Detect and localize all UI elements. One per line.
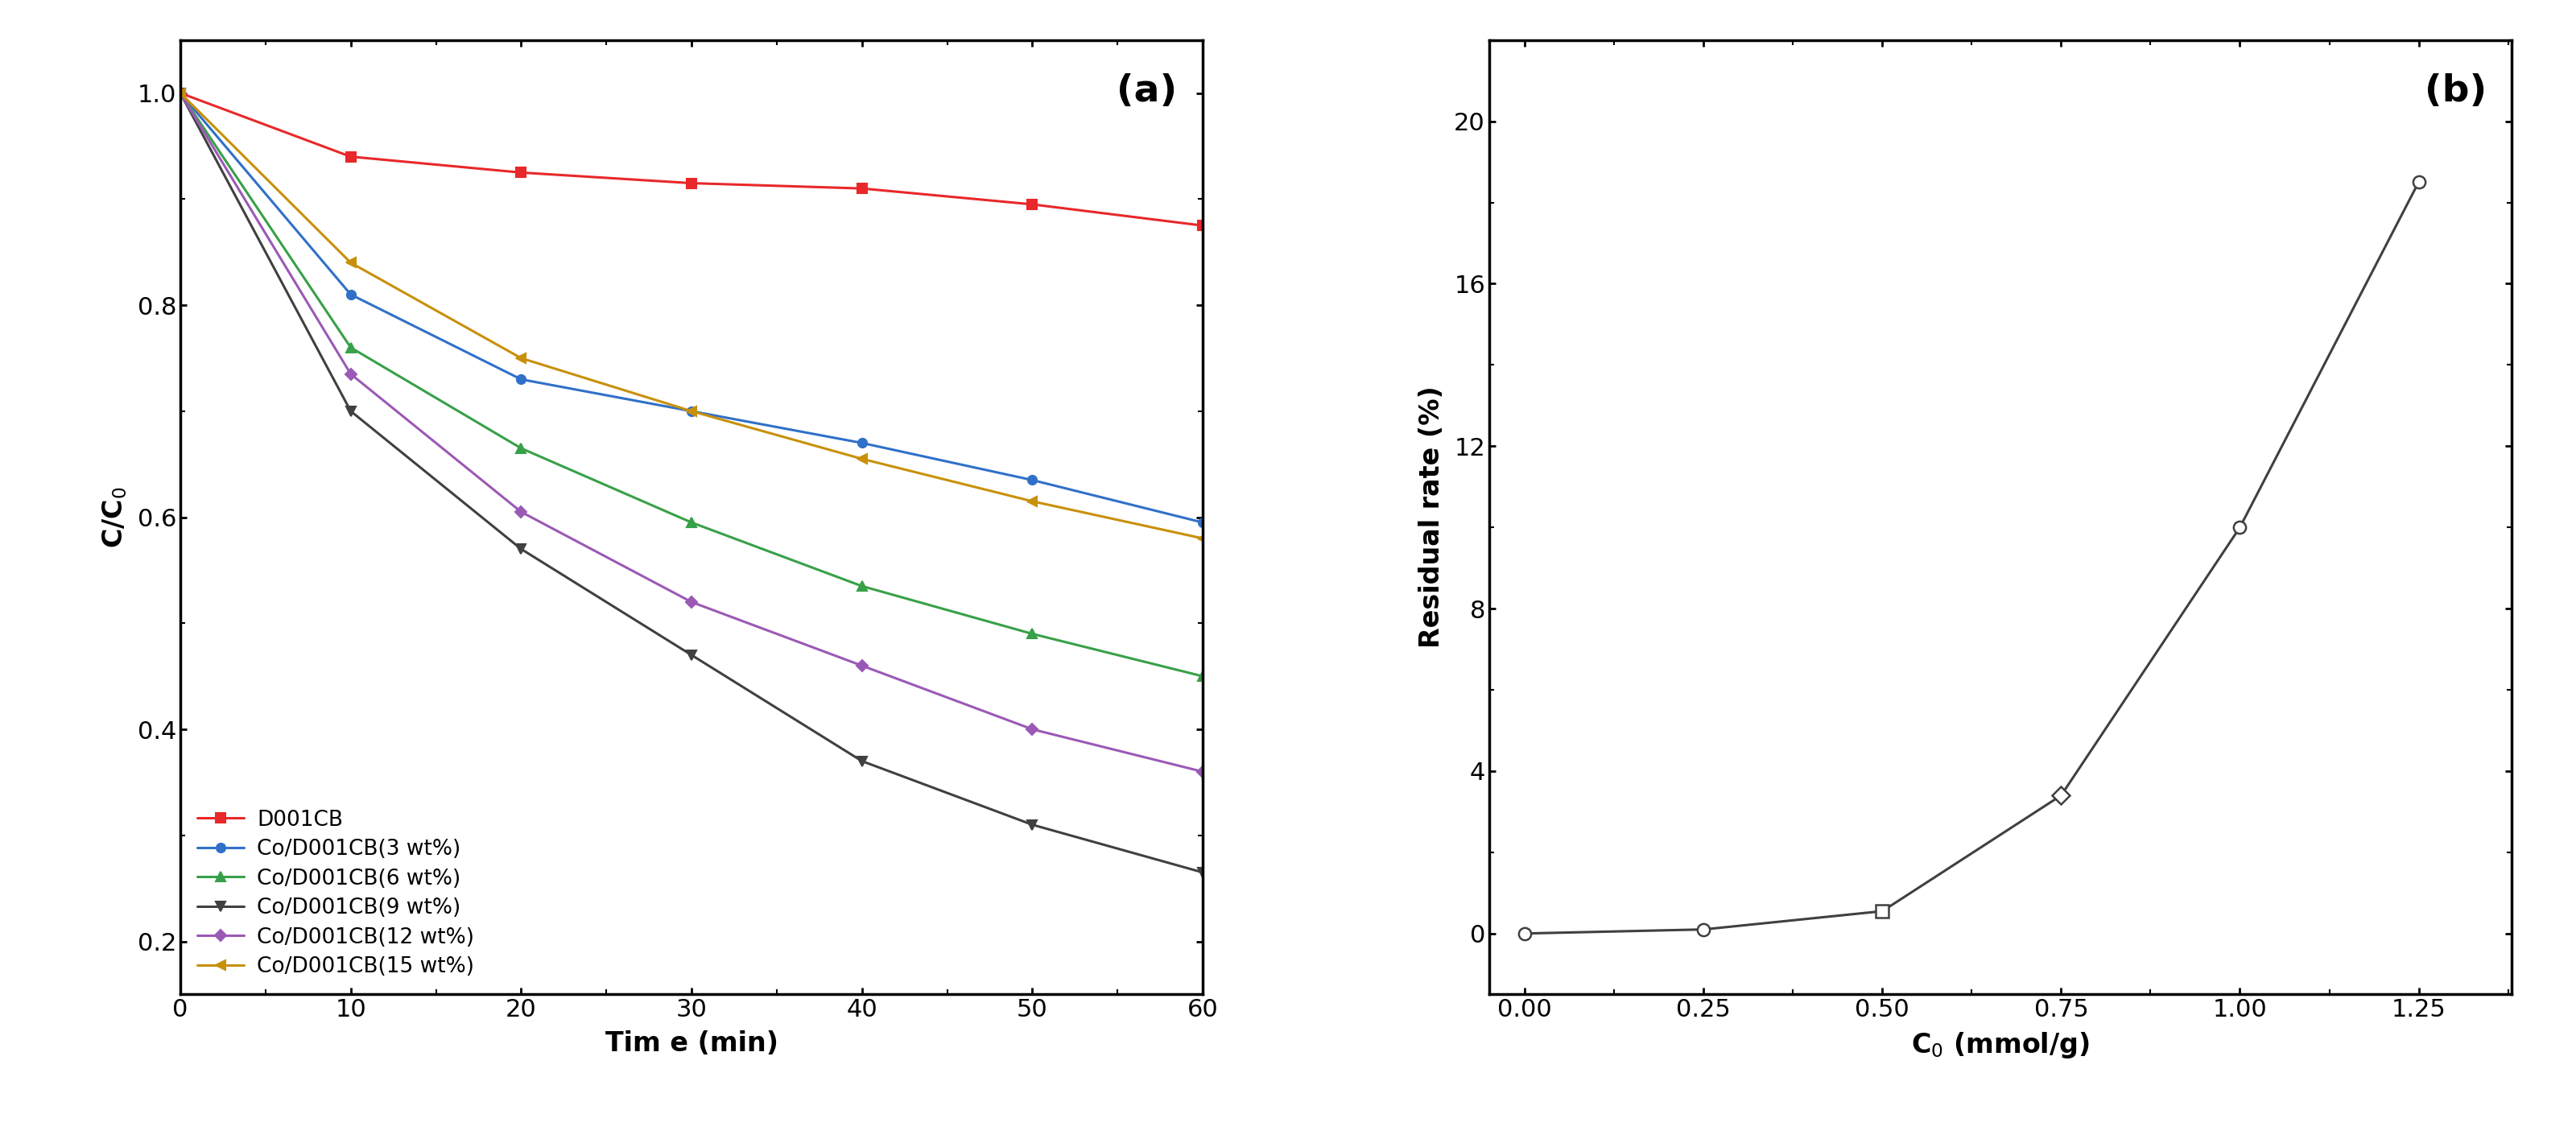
Co/D001CB(9 wt%) — [335, 405, 366, 418]
X-axis label: Tim e (min): Tim e (min) — [605, 1031, 778, 1057]
Co/D001CB(6 wt%) — [1188, 670, 1218, 684]
Co/D001CB(3 wt%) — [1188, 515, 1218, 529]
Co/D001CB(3 wt%) — [675, 405, 706, 418]
D001CB — [1188, 218, 1218, 232]
Line: Co/D001CB(15 wt%): Co/D001CB(15 wt%) — [175, 88, 1208, 543]
Co/D001CB(6 wt%) — [848, 580, 878, 593]
Line: Co/D001CB(12 wt%): Co/D001CB(12 wt%) — [175, 89, 1206, 776]
Co/D001CB(12 wt%) — [335, 367, 366, 381]
Co/D001CB(9 wt%) — [675, 648, 706, 662]
Co/D001CB(3 wt%) — [848, 437, 878, 450]
Y-axis label: C/C$_0$: C/C$_0$ — [100, 486, 129, 549]
Co/D001CB(15 wt%) — [1018, 495, 1048, 509]
Co/D001CB(9 wt%) — [848, 754, 878, 768]
Co/D001CB(6 wt%) — [165, 86, 196, 99]
D001CB — [165, 86, 196, 99]
Co/D001CB(3 wt%) — [165, 86, 196, 99]
Co/D001CB(12 wt%) — [675, 596, 706, 609]
Line: D001CB: D001CB — [175, 88, 1208, 230]
Text: (a): (a) — [1115, 73, 1177, 110]
D001CB — [675, 176, 706, 190]
Line: Co/D001CB(6 wt%): Co/D001CB(6 wt%) — [175, 88, 1208, 681]
Co/D001CB(6 wt%) — [505, 441, 536, 455]
Co/D001CB(3 wt%) — [335, 288, 366, 302]
Co/D001CB(12 wt%) — [848, 658, 878, 672]
Co/D001CB(15 wt%) — [335, 256, 366, 270]
Y-axis label: Residual rate (%): Residual rate (%) — [1419, 386, 1445, 648]
Text: (b): (b) — [2424, 73, 2486, 110]
Line: Co/D001CB(3 wt%): Co/D001CB(3 wt%) — [175, 88, 1208, 527]
Co/D001CB(3 wt%) — [1018, 473, 1048, 487]
Co/D001CB(3 wt%) — [505, 373, 536, 386]
D001CB — [848, 182, 878, 195]
Co/D001CB(15 wt%) — [848, 451, 878, 465]
Co/D001CB(12 wt%) — [505, 505, 536, 519]
Co/D001CB(6 wt%) — [1018, 628, 1048, 641]
D001CB — [1018, 198, 1048, 211]
Co/D001CB(15 wt%) — [1188, 531, 1218, 545]
Legend: D001CB, Co/D001CB(3 wt%), Co/D001CB(6 wt%), Co/D001CB(9 wt%), Co/D001CB(12 wt%),: D001CB, Co/D001CB(3 wt%), Co/D001CB(6 wt… — [191, 804, 482, 984]
Co/D001CB(15 wt%) — [165, 86, 196, 99]
D001CB — [505, 166, 536, 179]
Co/D001CB(15 wt%) — [675, 405, 706, 418]
Co/D001CB(9 wt%) — [1018, 818, 1048, 832]
Co/D001CB(9 wt%) — [505, 542, 536, 555]
Line: Co/D001CB(9 wt%): Co/D001CB(9 wt%) — [175, 88, 1208, 877]
Co/D001CB(15 wt%) — [505, 351, 536, 365]
Co/D001CB(12 wt%) — [1188, 765, 1218, 778]
Co/D001CB(6 wt%) — [675, 515, 706, 529]
Co/D001CB(9 wt%) — [1188, 865, 1218, 879]
Co/D001CB(9 wt%) — [165, 86, 196, 99]
Co/D001CB(12 wt%) — [1018, 722, 1048, 736]
Co/D001CB(6 wt%) — [335, 341, 366, 354]
X-axis label: C$_0$ (mmol/g): C$_0$ (mmol/g) — [1911, 1031, 2089, 1061]
D001CB — [335, 150, 366, 163]
Co/D001CB(12 wt%) — [165, 86, 196, 99]
